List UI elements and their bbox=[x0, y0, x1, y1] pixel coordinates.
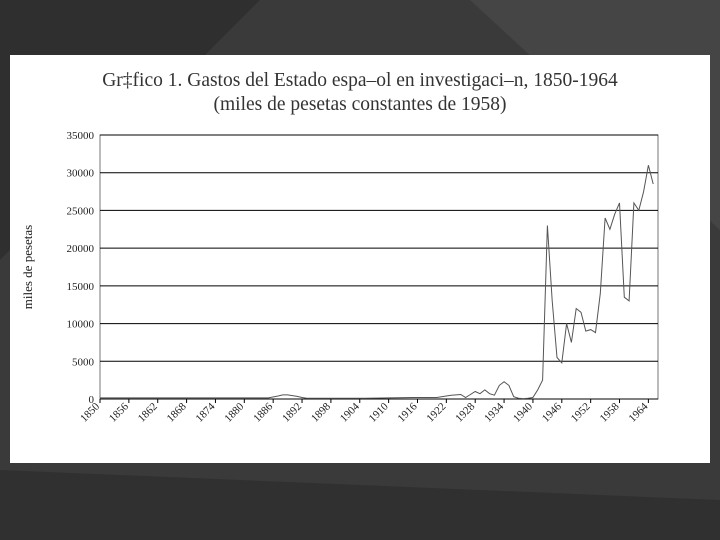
y-tick-label: 35000 bbox=[67, 130, 95, 142]
y-tick-label: 30000 bbox=[67, 168, 95, 180]
x-tick-label: 1892 bbox=[280, 401, 304, 425]
y-tick-label: 20000 bbox=[67, 243, 95, 255]
x-tick-label: 1958 bbox=[598, 400, 622, 424]
x-tick-label: 1940 bbox=[511, 400, 535, 424]
x-tick-label: 1856 bbox=[107, 400, 131, 424]
series-line bbox=[100, 165, 654, 400]
y-tick-label: 0 bbox=[89, 394, 95, 406]
x-tick-label: 1874 bbox=[194, 400, 218, 424]
x-tick-label: 1880 bbox=[222, 400, 246, 424]
x-tick-label: 1886 bbox=[251, 400, 275, 424]
x-tick-label: 1868 bbox=[165, 400, 189, 424]
x-tick-label: 1910 bbox=[367, 400, 391, 424]
chart-title: Gr‡fico 1. Gastos del Estado espa–ol en … bbox=[102, 70, 618, 91]
x-tick-label: 1862 bbox=[136, 401, 160, 425]
x-tick-label: 1952 bbox=[569, 401, 593, 425]
x-tick-label: 1898 bbox=[309, 400, 333, 424]
chart-card: Gr‡fico 1. Gastos del Estado espa–ol en … bbox=[10, 55, 710, 463]
y-tick-label: 25000 bbox=[67, 205, 95, 217]
x-tick-label: 1964 bbox=[626, 400, 650, 424]
x-tick-label: 1904 bbox=[338, 400, 362, 424]
background-shape-bottom bbox=[0, 470, 720, 540]
x-tick-label: 1946 bbox=[540, 400, 564, 424]
y-tick-label: 5000 bbox=[72, 356, 95, 368]
x-tick-label: 1850 bbox=[78, 400, 102, 424]
y-tick-label: 10000 bbox=[67, 319, 95, 331]
y-tick-label: 15000 bbox=[67, 281, 95, 293]
x-tick-label: 1934 bbox=[482, 400, 506, 424]
chart-subtitle: (miles de pesetas constantes de 1958) bbox=[213, 94, 507, 115]
x-tick-label: 1916 bbox=[396, 400, 420, 424]
x-tick-label: 1922 bbox=[424, 401, 448, 425]
y-axis-label: miles de pesetas bbox=[20, 225, 35, 309]
x-tick-label: 1928 bbox=[453, 400, 477, 424]
plot-frame bbox=[99, 134, 659, 400]
